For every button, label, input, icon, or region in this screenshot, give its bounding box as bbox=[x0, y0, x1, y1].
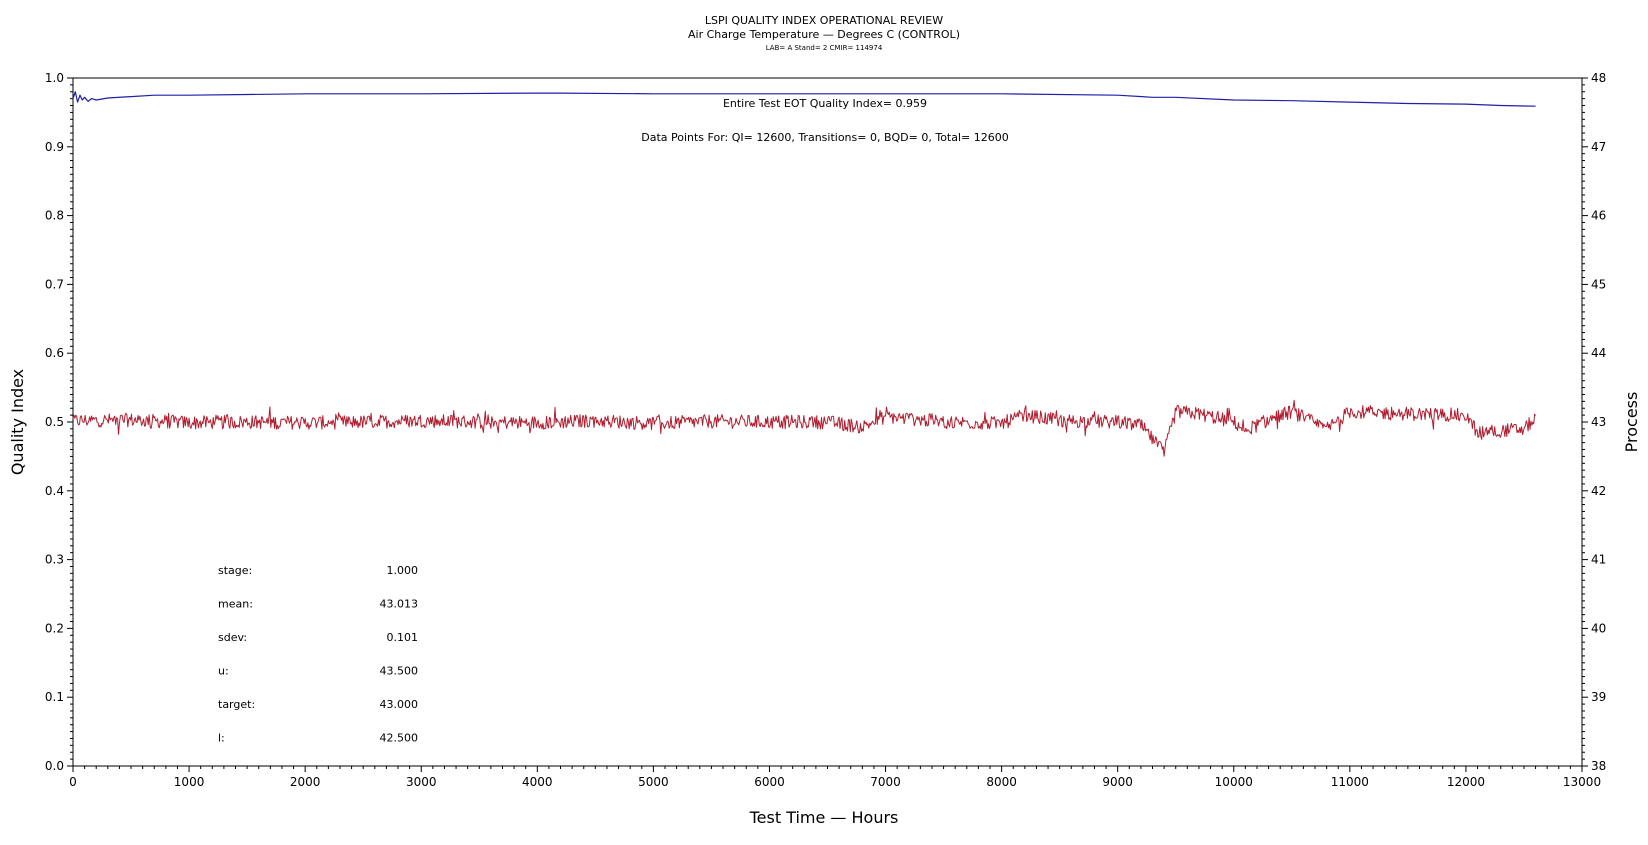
y-tick-label: 0.3 bbox=[45, 553, 64, 567]
y-tick-label: 0.4 bbox=[45, 484, 64, 498]
x-tick-label: 12000 bbox=[1447, 775, 1485, 789]
x-tick-label: 9000 bbox=[1102, 775, 1133, 789]
stat-label: u: bbox=[218, 665, 229, 678]
x-tick-label: 7000 bbox=[870, 775, 901, 789]
x-tick-label: 6000 bbox=[754, 775, 785, 789]
x-tick-label: 0 bbox=[69, 775, 77, 789]
y2-tick-label: 48 bbox=[1591, 71, 1606, 85]
stat-value: 0.101 bbox=[387, 631, 419, 644]
y2-tick-label: 40 bbox=[1591, 621, 1606, 635]
y2-tick-label: 47 bbox=[1591, 140, 1606, 154]
y-axis-left: 0.0 0.1 0.2 0.3 0.4 0.5 0.6 0.7 0.8 0.9 1.0 bbox=[45, 71, 73, 773]
x-tick-label: 8000 bbox=[986, 775, 1017, 789]
y-tick-label: 0.6 bbox=[45, 346, 64, 360]
stat-value: 43.000 bbox=[380, 698, 419, 711]
x-tick-label: 5000 bbox=[638, 775, 669, 789]
x-axis-label: Test Time — Hours bbox=[749, 808, 899, 827]
y-tick-label: 0.9 bbox=[45, 140, 64, 154]
y2-tick-label: 38 bbox=[1591, 759, 1606, 773]
y-axis-right: 38 39 40 41 42 43 44 45 46 47 48 bbox=[1582, 71, 1606, 773]
series-layer bbox=[72, 91, 1536, 457]
stats-block: stage: 1.000 mean: 43.013 sdev: 0.101 u: 43.500… bbox=[218, 564, 418, 745]
x-tick-label: 10000 bbox=[1215, 775, 1253, 789]
stat-value: 43.500 bbox=[380, 665, 419, 678]
y2-tick-label: 41 bbox=[1591, 553, 1606, 567]
stat-label: sdev: bbox=[218, 631, 247, 644]
y2-tick-label: 39 bbox=[1591, 690, 1606, 704]
y2-tick-label: 46 bbox=[1591, 209, 1606, 223]
y2-tick-label: 42 bbox=[1591, 484, 1606, 498]
y-tick-label: 0.2 bbox=[45, 621, 64, 635]
chart-run-info: LAB= A Stand= 2 CMIR= 114974 bbox=[766, 44, 883, 52]
y2-axis-label: Process bbox=[1622, 392, 1641, 453]
chart-title: LSPI QUALITY INDEX OPERATIONAL REVIEW bbox=[705, 14, 943, 27]
y-tick-label: 1.0 bbox=[45, 71, 64, 85]
chart-subtitle: Air Charge Temperature — Degrees C (CONT… bbox=[688, 28, 960, 41]
y-tick-label: 0.7 bbox=[45, 277, 64, 291]
stat-label: mean: bbox=[218, 598, 253, 611]
stat-label: target: bbox=[218, 698, 255, 711]
x-tick-label: 3000 bbox=[406, 775, 437, 789]
process-series-line bbox=[72, 399, 1536, 457]
y-axis-label: Quality Index bbox=[8, 369, 27, 475]
y2-tick-label: 43 bbox=[1591, 415, 1606, 429]
stat-value: 42.500 bbox=[380, 732, 419, 745]
x-tick-label: 2000 bbox=[290, 775, 321, 789]
y-tick-label: 0.1 bbox=[45, 690, 64, 704]
data-points-note: Data Points For: QI= 12600, Transitions=… bbox=[641, 131, 1009, 144]
y2-tick-label: 45 bbox=[1591, 277, 1606, 291]
y-tick-label: 0.8 bbox=[45, 209, 64, 223]
x-tick-label: 11000 bbox=[1331, 775, 1369, 789]
y2-tick-label: 44 bbox=[1591, 346, 1606, 360]
x-tick-label: 4000 bbox=[522, 775, 553, 789]
stat-label: l: bbox=[218, 732, 225, 745]
eot-quality-index-note: Entire Test EOT Quality Index= 0.959 bbox=[723, 97, 927, 110]
quality-index-series-line bbox=[72, 91, 1536, 107]
x-tick-label: 13000 bbox=[1563, 775, 1601, 789]
x-tick-label: 1000 bbox=[174, 775, 205, 789]
y-tick-label: 0.0 bbox=[45, 759, 64, 773]
x-axis: 0 1000 2000 3000 4000 5000 6000 7000 8000 9000 100… bbox=[69, 766, 1601, 789]
stat-label: stage: bbox=[218, 564, 252, 577]
stat-value: 43.013 bbox=[380, 598, 419, 611]
stat-value: 1.000 bbox=[387, 564, 419, 577]
y-tick-label: 0.5 bbox=[45, 415, 64, 429]
